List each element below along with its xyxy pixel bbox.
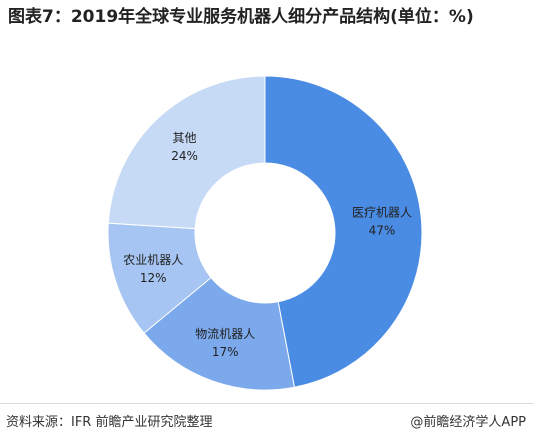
- value-label: 12%: [140, 271, 167, 285]
- donut-slice: [107, 75, 266, 230]
- donut-slice: [143, 276, 296, 391]
- slice-label: 其他: [173, 131, 197, 145]
- credit: @前瞻经济学人APP: [410, 415, 526, 430]
- donut-slice: [264, 75, 423, 388]
- value-label: 47%: [369, 223, 396, 237]
- value-label: 24%: [171, 149, 198, 163]
- value-label: 17%: [212, 345, 239, 359]
- chart-title: 图表7：2019年全球专业服务机器人细分产品结构(单位：%): [8, 7, 474, 27]
- source-note: 资料来源：IFR 前瞻产业研究院整理: [6, 415, 213, 430]
- slice-label: 物流机器人: [195, 327, 255, 341]
- divider: [0, 403, 534, 404]
- slice-label: 医疗机器人: [352, 205, 412, 219]
- slice-label: 农业机器人: [123, 253, 183, 267]
